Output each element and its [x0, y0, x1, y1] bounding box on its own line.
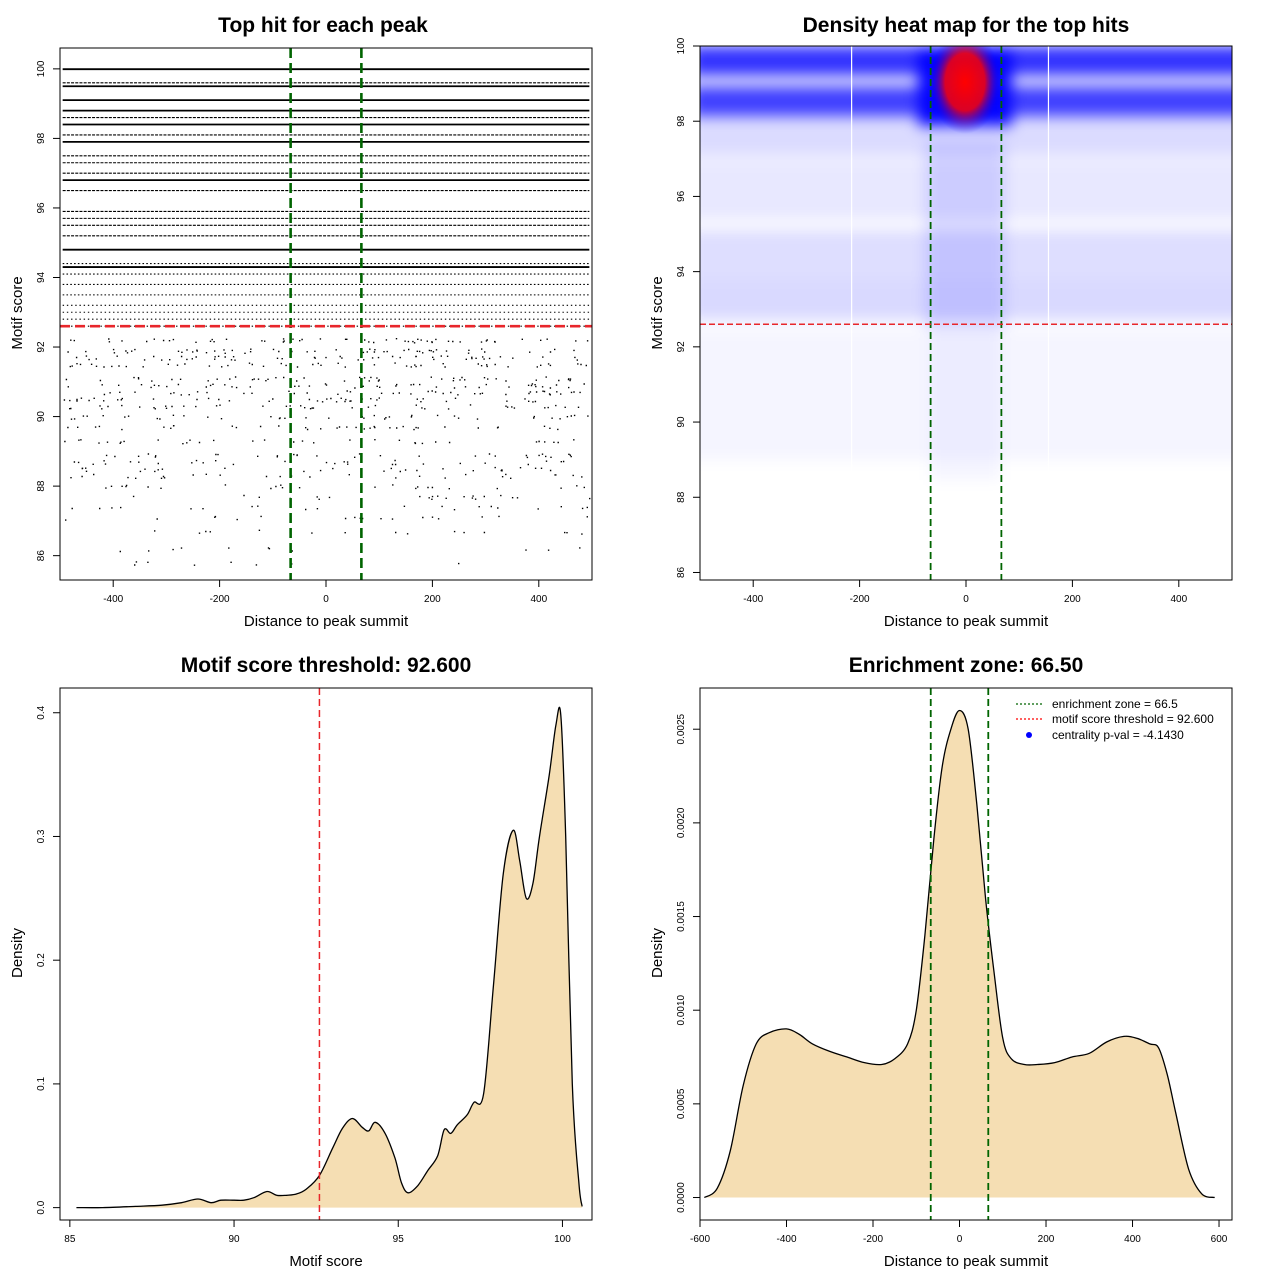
top-hits-ytick-label: 88	[36, 480, 47, 492]
score-density-panel: Motif score threshold: 92.600 Motif scor…	[9, 654, 593, 1270]
top-hits-reference-lines	[60, 48, 592, 580]
heatmap-ytick-label: 90	[676, 416, 687, 428]
score-density-area	[76, 707, 583, 1208]
score-density-curve	[76, 706, 583, 1209]
legend-label-enrichment: enrichment zone = 66.5	[1052, 697, 1178, 711]
heatmap-hotspot	[929, 46, 1001, 134]
heatmap-reference-lines	[700, 46, 1232, 580]
heatmap-ytick-label: 86	[676, 566, 687, 578]
heatmap-field	[700, 46, 1232, 480]
heatmap-ytick-label: 98	[676, 115, 687, 127]
distance-density-ytick-label: 0.0015	[676, 901, 687, 932]
score-density-title: Motif score threshold: 92.600	[181, 654, 472, 677]
top-hits-xtick-label: -200	[210, 594, 230, 605]
score-density-plot	[76, 688, 583, 1220]
heatmap-center-column	[925, 140, 1005, 330]
distance-density-ylabel: Density	[649, 927, 666, 978]
top-hits-ytick-label: 94	[36, 271, 47, 283]
top-hits-ytick-label: 92	[36, 341, 47, 353]
legend-swatch-centrality	[1026, 732, 1032, 738]
legend-label-threshold: motif score threshold = 92.600	[1052, 712, 1214, 726]
score-density-ytick-label: 0.3	[36, 829, 47, 843]
top-hits-xtick-label: 0	[323, 594, 329, 605]
score-density-xtick-label: 100	[554, 1234, 571, 1245]
heatmap-ytick-label: 100	[676, 37, 687, 54]
heatmap-ylabel: Motif score	[649, 276, 666, 349]
heatmap-ytick-label: 94	[676, 266, 687, 278]
distance-density-area	[704, 710, 1215, 1198]
top-hits-ytick-label: 90	[36, 411, 47, 423]
top-hits-xtick-label: -400	[103, 594, 123, 605]
heatmap-title: Density heat map for the top hits	[803, 14, 1130, 37]
heatmap-center-column-low	[930, 330, 1000, 480]
score-density-axes: 85 90 95 100 0.0 0.1 0.2 0.3 0.4	[36, 705, 571, 1245]
legend-label-centrality: centrality p-val = -4.1430	[1052, 728, 1184, 742]
distance-density-panel: Enrichment zone: 66.50 Distance to peak …	[649, 654, 1233, 1270]
top-hits-ytick-label: 86	[36, 550, 47, 562]
score-density-frame	[59, 687, 593, 1221]
top-hits-xlabel: Distance to peak summit	[244, 613, 409, 630]
top-hits-ytick-label: 98	[36, 132, 47, 144]
distance-density-title: Enrichment zone: 66.50	[849, 654, 1084, 677]
distance-density-curve	[703, 709, 1215, 1199]
top-hits-ytick-label: 100	[36, 60, 47, 77]
score-density-xtick-label: 95	[393, 1234, 405, 1245]
score-density-ytick-label: 0.2	[36, 953, 47, 967]
distance-density-ytick-label: 0.0000	[676, 1182, 687, 1213]
top-hits-panel: Top hit for each peak Distance to peak s…	[9, 14, 593, 630]
score-density-ytick-label: 0.1	[36, 1077, 47, 1091]
heatmap-xtick-label: -200	[850, 594, 870, 605]
heatmap-ytick-label: 96	[676, 190, 687, 202]
distance-density-ytick-label: 0.0020	[676, 807, 687, 838]
distance-density-frame	[699, 687, 1233, 1221]
heatmap-frame	[699, 45, 1233, 581]
heatmap-axes: -400 -200 0 200 400 86 88 90 92 94 96 98 100	[676, 37, 1188, 605]
heatmap-xtick-label: -400	[743, 594, 763, 605]
legend: enrichment zone = 66.5 motif score thres…	[1016, 697, 1214, 742]
distance-density-axes: -600 -400 -200 0 200 400 600 0.0000 0.0005 0.0010…	[676, 713, 1228, 1245]
distance-density-xtick-label: -200	[863, 1234, 883, 1245]
score-density-ytick-label: 0.0	[36, 1200, 47, 1214]
heatmap-xlabel: Distance to peak summit	[884, 613, 1049, 630]
distance-density-xtick-label: 400	[1124, 1234, 1141, 1245]
distance-density-ytick-label: 0.0025	[676, 713, 687, 744]
score-density-xlabel: Motif score	[289, 1253, 362, 1270]
heatmap-panel: Density heat map for the top hits Distan…	[649, 14, 1233, 630]
heatmap-ytick-label: 92	[676, 341, 687, 353]
top-hits-axes: -400 -200 0 200 400 86 88 90 92 94 96 98 100	[36, 60, 548, 605]
top-hits-ylabel: Motif score	[9, 276, 26, 349]
score-density-ylabel: Density	[9, 927, 26, 978]
heatmap-xtick-label: 0	[963, 594, 969, 605]
score-density-ytick-label: 0.4	[36, 705, 47, 719]
distance-density-ytick-label: 0.0010	[676, 994, 687, 1025]
distance-density-xtick-label: -600	[690, 1234, 710, 1245]
heatmap-xtick-label: 200	[1064, 594, 1081, 605]
distance-density-xtick-label: 600	[1211, 1234, 1228, 1245]
top-hits-title: Top hit for each peak	[218, 14, 428, 37]
top-hits-xtick-label: 200	[424, 594, 441, 605]
distance-density-ytick-label: 0.0005	[676, 1088, 687, 1119]
top-hits-ytick-label: 96	[36, 202, 47, 214]
distance-density-xtick-label: 0	[957, 1234, 963, 1245]
distance-density-xtick-label: -400	[776, 1234, 796, 1245]
top-hits-points	[62, 68, 591, 566]
score-density-xtick-label: 85	[64, 1234, 76, 1245]
top-hits-xtick-label: 400	[530, 594, 547, 605]
heatmap-xtick-label: 400	[1170, 594, 1187, 605]
distance-density-xtick-label: 200	[1038, 1234, 1055, 1245]
distance-density-xlabel: Distance to peak summit	[884, 1253, 1049, 1270]
distance-density-plot	[703, 688, 1215, 1220]
heatmap-ytick-label: 88	[676, 491, 687, 503]
score-density-xtick-label: 90	[228, 1234, 240, 1245]
top-hits-frame	[59, 47, 593, 581]
